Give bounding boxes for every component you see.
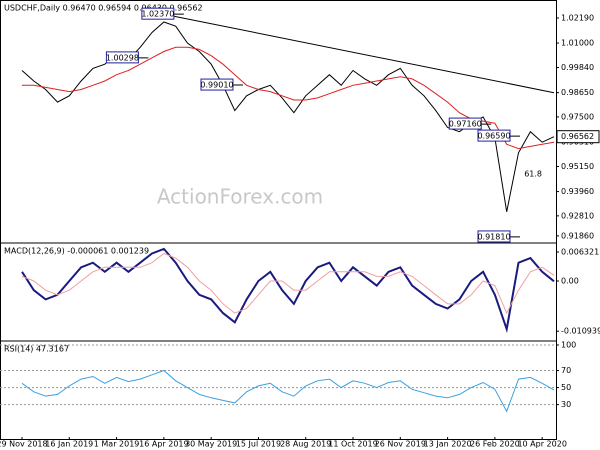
x-tick-label: 16 Apr 2019 bbox=[139, 440, 188, 449]
annotation-label: 0.97160 bbox=[449, 120, 482, 129]
y-tick-label: 0.93960 bbox=[561, 187, 594, 196]
fib-label: 61.8 bbox=[524, 170, 542, 179]
annotation-label: 0.99010 bbox=[200, 81, 233, 90]
chart-title: USDCHF,Daily 0.96470 0.96594 0.96430 0.9… bbox=[4, 4, 203, 13]
y-tick-label: 0.97500 bbox=[561, 112, 594, 121]
panel-title: RSI(14) 47.3167 bbox=[4, 345, 69, 354]
series-line bbox=[163, 13, 555, 94]
series-line bbox=[21, 247, 555, 334]
y-tick-label: 1.01000 bbox=[561, 39, 594, 48]
y-tick-label: 0.99840 bbox=[561, 63, 594, 72]
annotation-box bbox=[105, 51, 139, 64]
annotation-box bbox=[141, 7, 175, 20]
y-tick-label: 0.91860 bbox=[561, 231, 594, 240]
y-tick-label: 0.95150 bbox=[561, 162, 594, 171]
annotation-box bbox=[448, 117, 482, 130]
annotation-box bbox=[477, 129, 511, 142]
y-tick-label: 0.00 bbox=[561, 277, 579, 286]
watermark: ActionForex.com bbox=[157, 185, 323, 209]
y-tick-label: 30 bbox=[561, 400, 571, 409]
panel-title: MACD(12,26,9) -0.000061 0.001239 bbox=[4, 247, 149, 256]
x-tick-label: 16 Jan 2019 bbox=[45, 440, 93, 449]
x-tick-label: 29 Nov 2018 bbox=[0, 440, 48, 449]
annotation-label: 1.00298 bbox=[106, 53, 139, 62]
y-tick-label: 0.92810 bbox=[561, 211, 594, 220]
x-tick-label: 26 Feb 2020 bbox=[470, 440, 520, 449]
y-tick-label: 1.02190 bbox=[561, 13, 594, 22]
x-tick-label: 28 Aug 2019 bbox=[280, 440, 331, 449]
annotation-label: 0.91810 bbox=[477, 232, 510, 241]
series-line bbox=[21, 369, 555, 413]
x-tick-label: 13 Jan 2020 bbox=[424, 440, 472, 449]
annotation-box bbox=[477, 230, 511, 243]
series-line bbox=[22, 46, 555, 150]
series-line bbox=[21, 21, 555, 212]
annotation-label: 1.02370 bbox=[141, 10, 174, 19]
annotation-box bbox=[200, 78, 234, 91]
x-tick-label: 26 Nov 2019 bbox=[375, 440, 426, 449]
y-tick-label: 100 bbox=[561, 340, 576, 349]
annotation-label: 0.96590 bbox=[477, 132, 510, 141]
y-tick-label: 70 bbox=[561, 366, 571, 375]
last-price-box bbox=[556, 130, 600, 144]
last-price-label: 0.96562 bbox=[561, 132, 594, 141]
x-tick-label: 11 Oct 2019 bbox=[328, 440, 377, 449]
x-tick-label: 30 May 2019 bbox=[185, 440, 237, 449]
x-tick-label: 15 Jul 2019 bbox=[236, 440, 281, 449]
x-tick-label: 10 Apr 2020 bbox=[517, 440, 566, 449]
series-line bbox=[21, 252, 555, 315]
y-tick-label: 0.006321 bbox=[561, 248, 599, 257]
x-tick-label: 1 Mar 2019 bbox=[94, 440, 140, 449]
y-tick-label: 50 bbox=[561, 383, 571, 392]
y-tick-label: -0.010939 bbox=[561, 327, 600, 336]
frame bbox=[0, 0, 557, 440]
y-tick-label: 0.98650 bbox=[561, 88, 594, 97]
